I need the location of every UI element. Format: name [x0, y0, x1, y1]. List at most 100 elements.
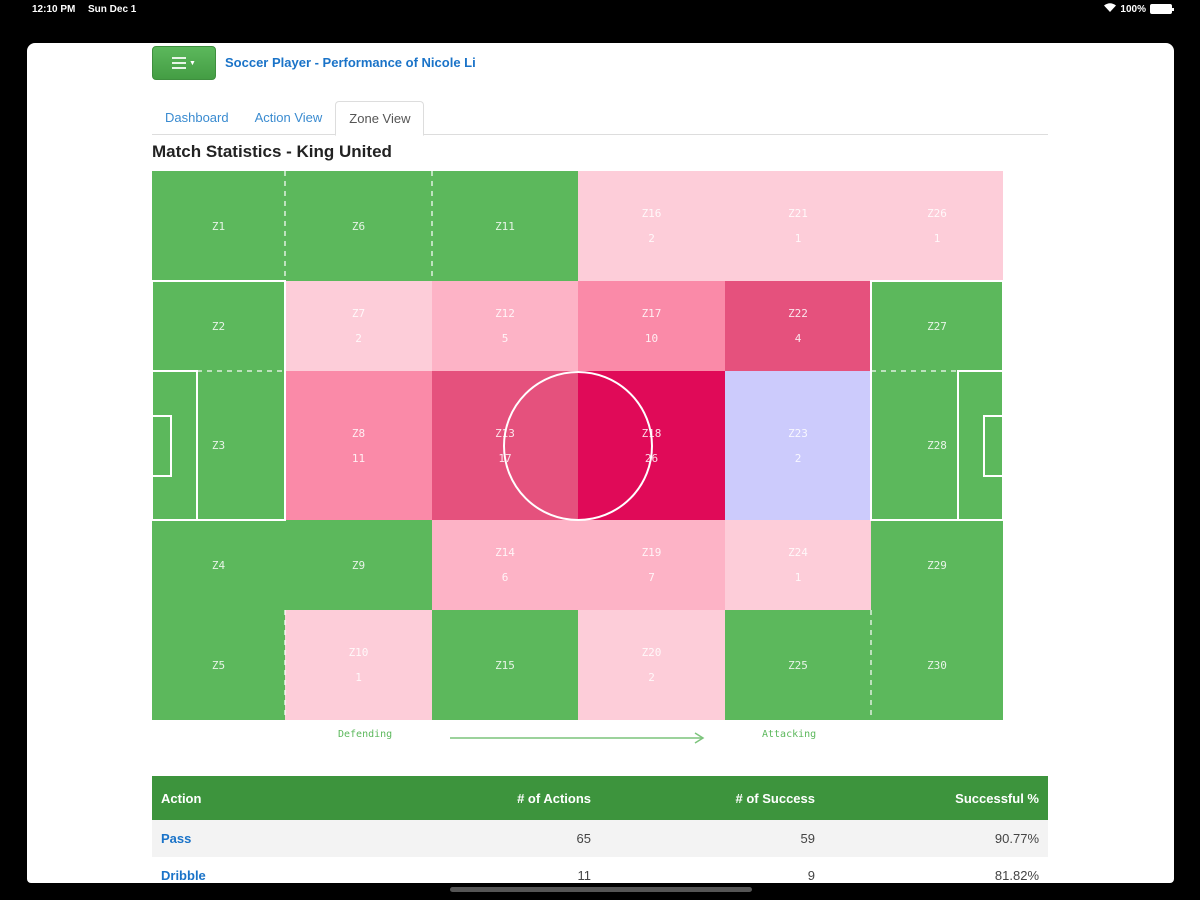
zone-z30[interactable]: Z30: [871, 610, 1003, 720]
menu-dropdown-button[interactable]: ▼: [152, 46, 216, 80]
zone-label: Z24: [788, 546, 808, 559]
zone-z22[interactable]: Z22 4: [725, 281, 871, 371]
zone-z19[interactable]: Z19 7: [578, 520, 725, 610]
zone-label: Z10: [348, 646, 369, 659]
cell-pct: 81.82%: [994, 868, 1039, 883]
zone-z12[interactable]: Z12 5: [432, 281, 578, 371]
zone-z23[interactable]: Z23 2: [725, 371, 871, 520]
zone-z13[interactable]: Z13 17: [432, 371, 578, 520]
col-action[interactable]: Action: [152, 776, 376, 820]
hamburger-icon: [172, 57, 187, 69]
cell-pct: 90.77%: [824, 820, 1048, 857]
attacking-label: Attacking: [762, 729, 817, 740]
zone-label: Z11: [495, 219, 515, 233]
zone-z16[interactable]: Z16 2: [578, 171, 725, 281]
zone-label: Z2: [211, 319, 226, 333]
zone-z15[interactable]: Z15: [432, 610, 578, 720]
zone-z9[interactable]: Z9: [285, 520, 432, 610]
zone-z21[interactable]: Z21 1: [725, 171, 871, 281]
zone-z1[interactable]: Z1: [152, 171, 285, 281]
zone-count: 2: [355, 332, 362, 345]
zone-count: 6: [501, 571, 509, 584]
zone-label: Z22: [788, 307, 808, 320]
action-link-pass[interactable]: Pass: [161, 831, 192, 846]
zone-label: Z18: [641, 426, 662, 440]
zone-label: Z30: [927, 658, 947, 672]
zone-z24[interactable]: Z24 1: [725, 520, 871, 610]
zone-z2[interactable]: Z2: [152, 281, 285, 371]
zone-z20[interactable]: Z20 2: [578, 610, 725, 720]
zone-label: Z3: [211, 439, 226, 452]
table-row: Dribble 11 9 81.82%: [152, 857, 1048, 883]
zone-label: Z13: [495, 426, 515, 440]
zone-count: 1: [933, 232, 941, 245]
zone-z3[interactable]: Z3: [152, 371, 285, 520]
zone-count: 5: [501, 332, 509, 345]
zone-label: Z14: [495, 546, 515, 559]
zone-z17[interactable]: Z17 10: [578, 281, 725, 371]
app-screen: ▼ Soccer Player - Performance of Nicole …: [27, 43, 1174, 883]
col-num-actions[interactable]: # of Actions: [376, 776, 600, 820]
status-right: 100%: [1104, 3, 1174, 15]
section-title: Match Statistics - King United: [152, 142, 392, 161]
zone-z4[interactable]: Z4: [152, 520, 285, 610]
tab-dashboard[interactable]: Dashboard: [165, 110, 229, 125]
action-stats-table: Action # of Actions # of Success Success…: [152, 776, 1048, 883]
col-num-success[interactable]: # of Success: [600, 776, 824, 820]
zone-label: Z6: [351, 219, 366, 233]
action-link-dribble[interactable]: Dribble: [161, 868, 206, 883]
col-success-pct[interactable]: Successful %: [824, 776, 1048, 820]
zone-z7[interactable]: Z7 2: [285, 281, 432, 371]
zone-z25[interactable]: Z25: [725, 610, 871, 720]
zone-z28[interactable]: Z28: [871, 371, 1003, 520]
zone-count: 10: [644, 332, 659, 345]
direction-arrow-icon: [450, 732, 705, 744]
zone-label: Z12: [495, 307, 515, 320]
zone-count: 17: [498, 451, 512, 465]
zone-count: 26: [644, 451, 659, 465]
zone-count: 1: [794, 571, 802, 584]
zone-count: 1: [355, 671, 362, 684]
zone-label: Z23: [788, 426, 808, 440]
zone-z10[interactable]: Z10 1: [285, 610, 432, 720]
cell-success: 59: [600, 820, 824, 857]
table-header-row: Action # of Actions # of Success Success…: [152, 776, 1048, 820]
zone-label: Z4: [211, 558, 226, 572]
zone-count: 11: [351, 451, 366, 465]
zone-label: Z29: [927, 558, 947, 572]
zone-z11[interactable]: Z11: [432, 171, 578, 281]
zone-z26[interactable]: Z26 1: [871, 171, 1003, 281]
zone-label: Z7: [351, 307, 366, 320]
zone-count: 1: [794, 232, 802, 245]
tab-action-view[interactable]: Action View: [254, 110, 323, 125]
zone-count: 7: [648, 571, 655, 584]
zone-label: Z26: [927, 207, 947, 220]
cell-success: 9: [807, 868, 815, 883]
zone-label: Z27: [927, 319, 947, 333]
home-indicator[interactable]: [450, 887, 752, 892]
cell-actions: 65: [376, 820, 600, 857]
zone-count: 2: [794, 451, 802, 465]
table-row: Pass 65 59 90.77%: [152, 820, 1048, 857]
zone-label: Z9: [351, 558, 366, 572]
zone-z8[interactable]: Z8 11: [285, 371, 432, 520]
zone-z29[interactable]: Z29: [871, 520, 1003, 610]
zone-label: Z1: [211, 219, 226, 233]
zone-label: Z17: [641, 307, 662, 320]
zone-label: Z19: [641, 546, 662, 559]
zone-label: Z5: [211, 658, 226, 672]
tab-zone-view[interactable]: Zone View: [335, 101, 425, 136]
zone-z14[interactable]: Z14 6: [432, 520, 578, 610]
zone-label: Z15: [495, 658, 515, 672]
app-title[interactable]: Soccer Player - Performance of Nicole Li: [225, 55, 476, 70]
zone-z27[interactable]: Z27: [871, 281, 1003, 371]
battery-percent: 100%: [1120, 3, 1146, 15]
zone-label: Z25: [788, 658, 808, 672]
battery-icon: [1150, 4, 1174, 14]
status-date: Sun Dec 1: [88, 4, 137, 15]
zone-z18[interactable]: Z18 26: [578, 371, 725, 520]
defending-label: Defending: [338, 729, 393, 740]
zone-z6[interactable]: Z6: [285, 171, 432, 281]
zone-z5[interactable]: Z5: [152, 610, 285, 720]
zone-count: 2: [648, 232, 655, 245]
